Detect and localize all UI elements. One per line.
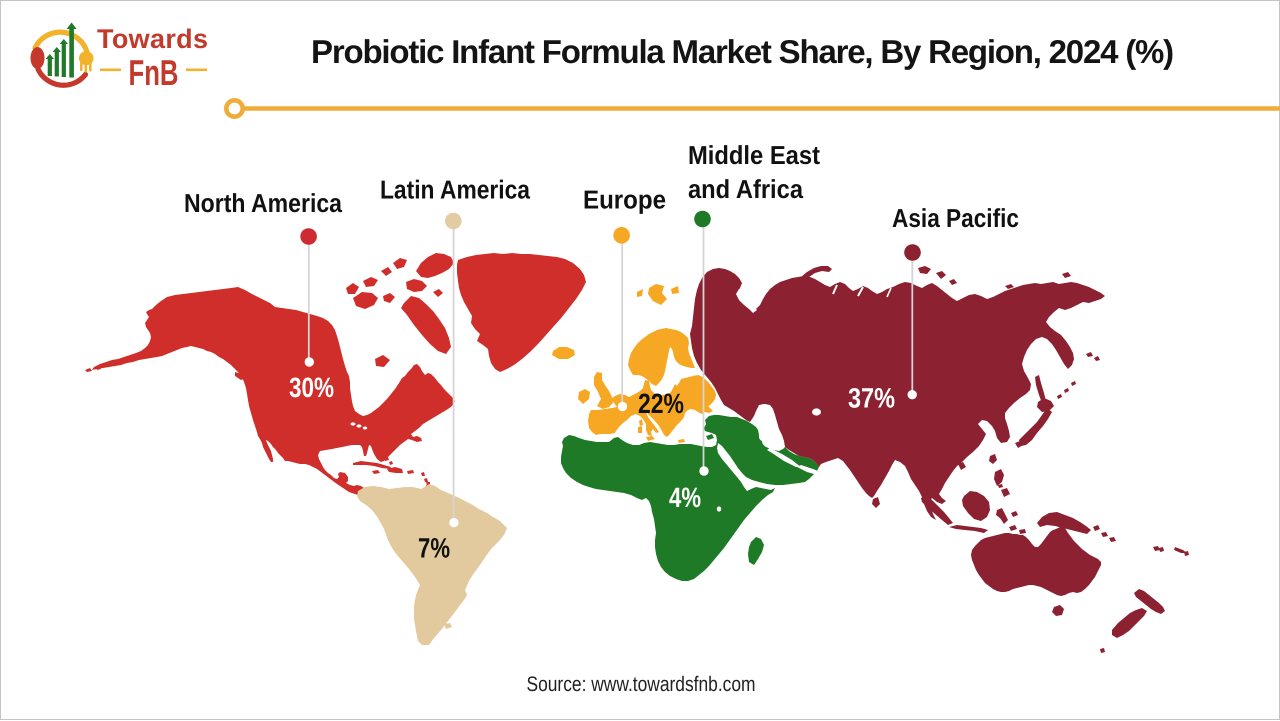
svg-text:Middle East: Middle East xyxy=(688,140,820,170)
svg-text:Europe: Europe xyxy=(583,185,666,215)
svg-text:Latin America: Latin America xyxy=(380,175,530,205)
svg-text:Probiotic Infant Formula Marke: Probiotic Infant Formula Market Share, B… xyxy=(311,33,1173,70)
svg-text:4%: 4% xyxy=(669,482,701,513)
svg-text:FnB: FnB xyxy=(129,52,179,93)
svg-text:22%: 22% xyxy=(638,388,684,419)
svg-text:Towards: Towards xyxy=(97,24,208,54)
svg-text:Source: www.towardsfnb.com: Source: www.towardsfnb.com xyxy=(527,673,756,696)
svg-text:and Africa: and Africa xyxy=(688,174,803,204)
svg-text:Asia Pacific: Asia Pacific xyxy=(892,203,1019,233)
svg-text:7%: 7% xyxy=(418,533,450,564)
svg-text:North America: North America xyxy=(184,188,342,218)
svg-text:30%: 30% xyxy=(289,372,334,403)
svg-text:37%: 37% xyxy=(848,383,895,414)
